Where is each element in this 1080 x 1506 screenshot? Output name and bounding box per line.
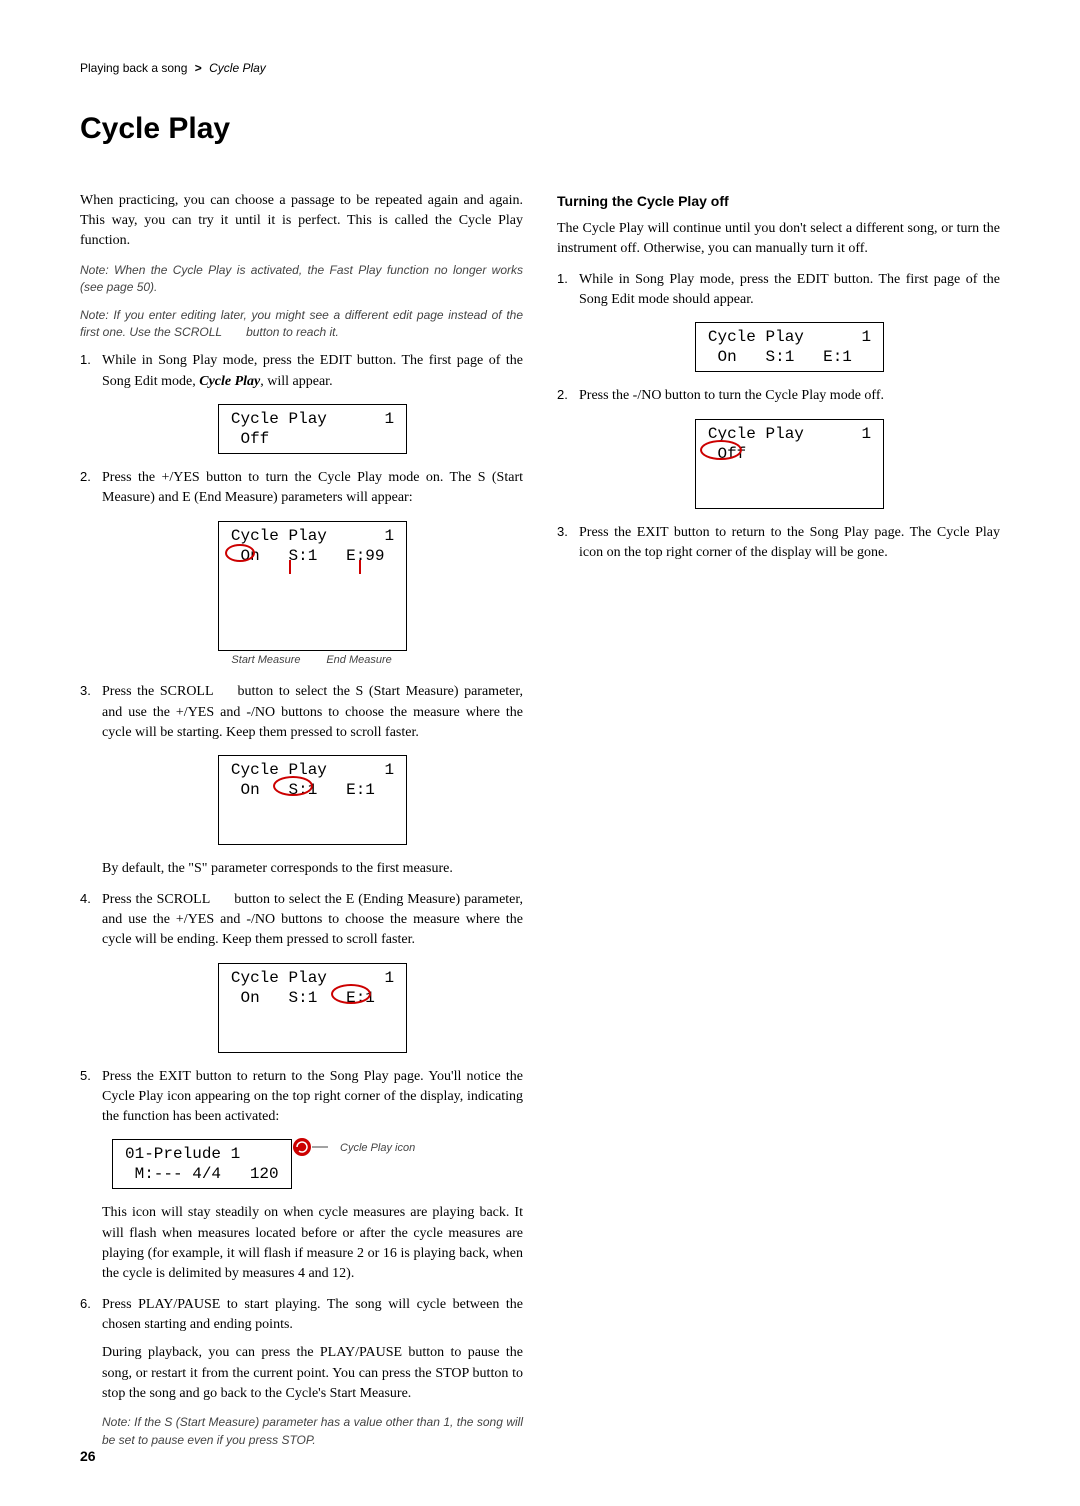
turning-off-intro: The Cycle Play will continue until you d…	[557, 219, 1000, 260]
highlight-ring-off	[700, 440, 742, 460]
step-number: 3.	[557, 523, 568, 542]
lcd-screen: Cycle Play 1 On S:1 E:1	[218, 963, 407, 1053]
label-start-measure: Start Measure	[221, 653, 311, 669]
lcd-display-4: Cycle Play 1 On S:1 E:1	[102, 963, 523, 1053]
breadcrumb-chapter: Playing back a song	[80, 61, 187, 75]
off-step-1: 1. While in Song Play mode, press the ED…	[557, 270, 1000, 373]
breadcrumb-section: Cycle Play	[209, 61, 266, 75]
page-number: 26	[80, 1446, 96, 1466]
highlight-ring-on	[225, 544, 255, 562]
lcd-screen: 01-Prelude 1 M:--- 4/4 120	[112, 1139, 292, 1189]
step-number: 4.	[80, 890, 91, 909]
label-end-measure: End Measure	[314, 653, 404, 669]
step-number: 2.	[80, 468, 91, 487]
lcd-screen: Cycle Play 1 On S:1 E:1	[218, 755, 407, 845]
intro-paragraph: When practicing, you can choose a passag…	[80, 191, 523, 252]
main-steps-list: 1. While in Song Play mode, press the ED…	[80, 351, 523, 1449]
lcd-display-6: Cycle Play 1 On S:1 E:1	[579, 322, 1000, 372]
step-number: 3.	[80, 682, 91, 701]
lcd-display-1: Cycle Play 1 Off	[102, 404, 523, 454]
step-4: 4. Press the SCROLLbutton to select the …	[80, 890, 523, 1053]
lcd-labels: Start Measure End Measure	[102, 653, 523, 669]
step-6-note: Note: If the S (Start Measure) parameter…	[102, 1414, 523, 1449]
cycle-play-icon-label: Cycle Play icon	[340, 1141, 440, 1157]
turning-off-steps-list: 1. While in Song Play mode, press the ED…	[557, 270, 1000, 563]
step-2: 2. Press the +/YES button to turn the Cy…	[80, 468, 523, 669]
lcd-display-5: 01-Prelude 1 M:--- 4/4 120 Cycle Play ic…	[102, 1139, 523, 1189]
lcd-screen: Cycle Play 1 On S:1 E:99	[218, 521, 407, 651]
step-number: 5.	[80, 1067, 91, 1086]
step-1: 1. While in Song Play mode, press the ED…	[80, 351, 523, 454]
note-scroll: Note: If you enter editing later, you mi…	[80, 307, 523, 342]
subheading-turning-off: Turning the Cycle Play off	[557, 191, 1000, 211]
highlight-ring-e	[331, 984, 371, 1004]
step-number: 1.	[80, 351, 91, 370]
callout-line-start	[289, 560, 291, 574]
step-3-tail: By default, the "S" parameter correspond…	[102, 859, 523, 879]
step-5-tail: This icon will stay steadily on when cyc…	[102, 1203, 523, 1284]
breadcrumb-separator: >	[195, 61, 202, 75]
lcd-screen: Cycle Play 1 Off	[218, 404, 407, 454]
step-number: 2.	[557, 386, 568, 405]
step-5: 5. Press the EXIT button to return to th…	[80, 1067, 523, 1285]
note-fast-play: Note: When the Cycle Play is activated, …	[80, 262, 523, 297]
step-6: 6. Press PLAY/PAUSE to start playing. Th…	[80, 1295, 523, 1449]
lcd-screen: Cycle Play 1 Off	[695, 419, 884, 509]
lcd-display-2: Cycle Play 1 On S:1 E:99 Start Measure E…	[102, 521, 523, 669]
content-columns: When practicing, you can choose a passag…	[80, 191, 1000, 1449]
lcd-screen: Cycle Play 1 On S:1 E:1	[695, 322, 884, 372]
step-number: 6.	[80, 1295, 91, 1314]
step-number: 1.	[557, 270, 568, 289]
step-3: 3. Press the SCROLLbutton to select the …	[80, 682, 523, 879]
step-6-tail: During playback, you can press the PLAY/…	[102, 1343, 523, 1404]
off-step-2: 2. Press the -/NO button to turn the Cyc…	[557, 386, 1000, 508]
page-title: Cycle Play	[80, 107, 1000, 151]
breadcrumb: Playing back a song > Cycle Play	[80, 60, 1000, 77]
cycle-play-icon	[290, 1135, 330, 1163]
lcd-display-7: Cycle Play 1 Off	[579, 419, 1000, 509]
callout-line-end	[359, 560, 361, 574]
lcd-display-3: Cycle Play 1 On S:1 E:1	[102, 755, 523, 845]
off-step-3: 3. Press the EXIT button to return to th…	[557, 523, 1000, 564]
